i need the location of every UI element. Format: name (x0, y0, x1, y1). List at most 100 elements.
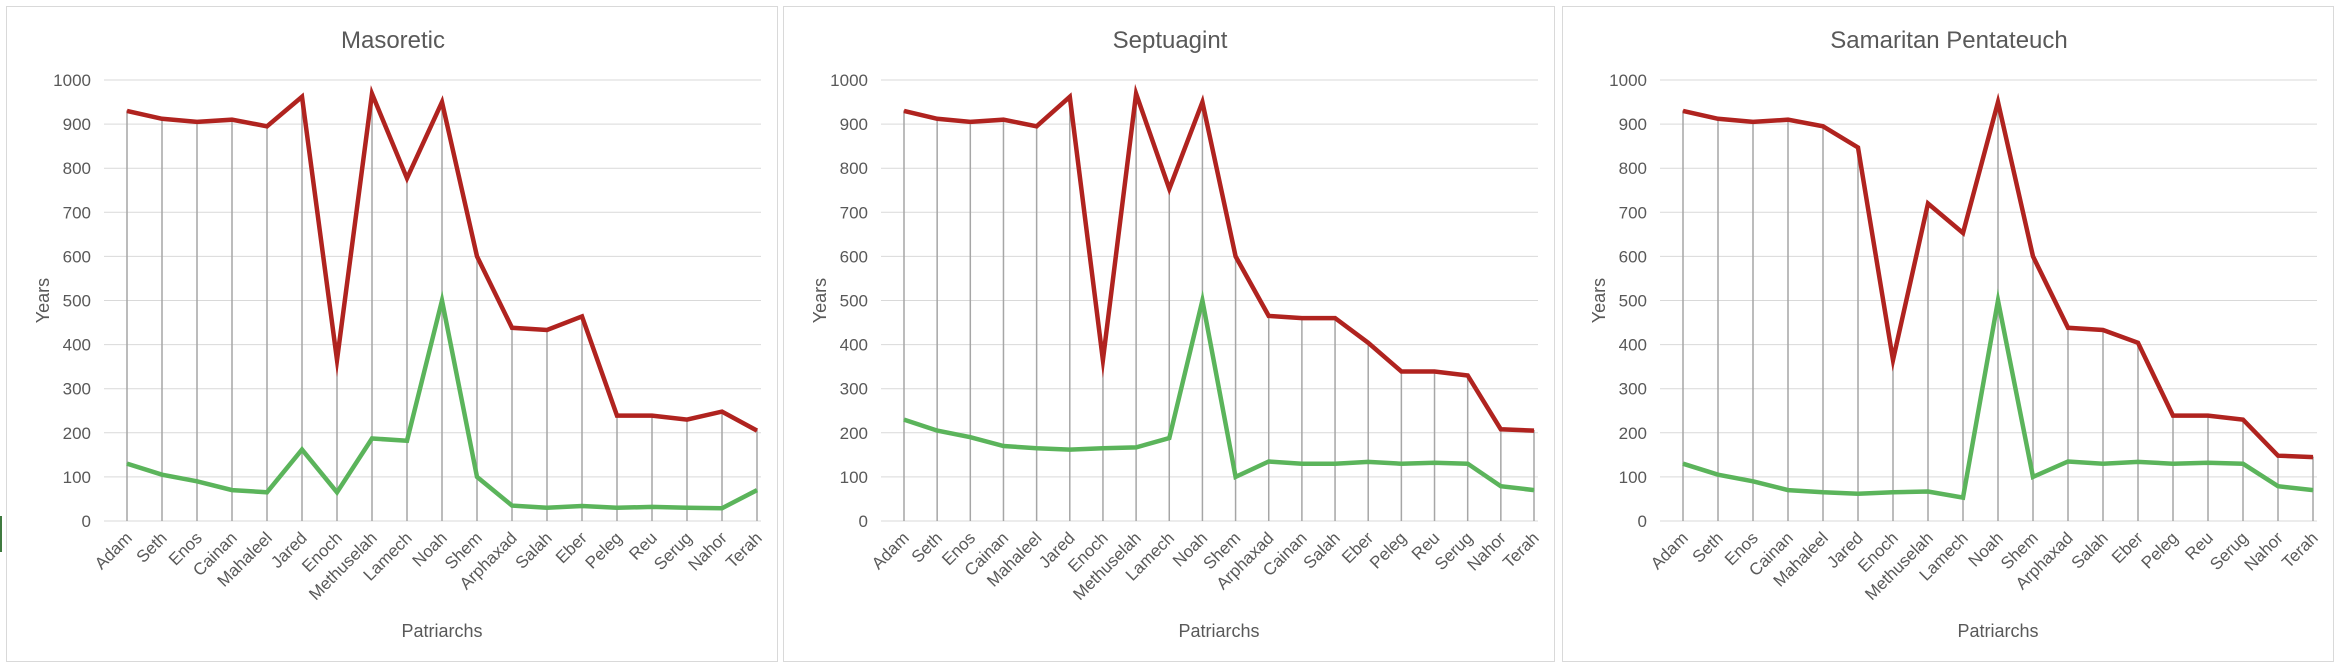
y-tick-label: 800 (840, 159, 868, 178)
data-point (2102, 463, 2104, 465)
chart-svg: Samaritan Pentateuch 0 100 200 300 400 500 600 7… (1589, 27, 2322, 641)
y-tick-label: 300 (840, 380, 868, 399)
data-point (2032, 255, 2034, 257)
y-tick-label: 900 (1619, 115, 1647, 134)
data-point (1334, 317, 1336, 319)
y-tick-label: 900 (840, 115, 868, 134)
y-tick-label: 700 (1619, 203, 1647, 222)
x-tick-label: Terah (1499, 528, 1543, 572)
data-point (1334, 463, 1336, 465)
data-point (721, 507, 723, 509)
data-point (1201, 101, 1203, 103)
data-point (1400, 463, 1402, 465)
x-tick-label: Adam (1647, 528, 1692, 573)
chart-title: Septuagint (1113, 27, 1228, 54)
data-point (2207, 462, 2209, 464)
data-point (2242, 463, 2244, 465)
data-point (756, 430, 758, 432)
data-point (476, 476, 478, 478)
data-point (1434, 462, 1436, 464)
data-point (1201, 300, 1203, 301)
x-tick-label: Terah (2278, 528, 2322, 572)
data-point (581, 505, 583, 507)
series-line-0 (903, 83, 1535, 433)
data-point (1168, 437, 1170, 439)
data-point (1892, 359, 1894, 361)
data-point (2032, 476, 2034, 478)
data-point (1682, 110, 1684, 112)
data-point (1367, 461, 1369, 463)
y-tick-label: 600 (63, 247, 91, 266)
edge-marker (0, 516, 2, 552)
data-point (546, 329, 548, 331)
x-tick-label: Salah (2068, 528, 2112, 572)
chart-samaritan-pentateuch: Samaritan Pentateuch 0 100 200 300 400 500 600 7… (1562, 6, 2334, 662)
data-point (1434, 371, 1436, 373)
y-tick-label: 800 (63, 159, 91, 178)
y-tick-label: 1000 (1609, 71, 1647, 90)
data-point (936, 430, 938, 432)
x-axis-label: Patriarchs (401, 621, 482, 641)
data-point (903, 419, 905, 421)
data-point (161, 474, 163, 476)
data-point (126, 463, 128, 465)
y-tick-label: 600 (840, 247, 868, 266)
data-point (336, 359, 338, 361)
x-tick-label: Nahor (1463, 528, 1509, 574)
data-point (301, 449, 303, 451)
data-point (1997, 300, 1999, 301)
data-point (1467, 374, 1469, 376)
data-point (441, 300, 443, 301)
y-tick-label: 600 (1619, 247, 1647, 266)
data-point (196, 480, 198, 482)
data-point (1102, 359, 1104, 361)
data-point (1301, 463, 1303, 465)
data-point (406, 440, 408, 442)
data-point (1857, 146, 1859, 148)
y-tick-label: 0 (82, 512, 91, 531)
x-tick-label: Salah (512, 528, 556, 572)
data-point (2137, 342, 2139, 344)
chart-svg: Septuagint 0 100 200 300 400 500 600 700 800 900 10… (810, 27, 1543, 641)
x-tick-label: Seth (908, 528, 946, 566)
x-tick-label: Serug (2206, 528, 2252, 574)
y-tick-label: 100 (840, 468, 868, 487)
data-point (301, 96, 303, 98)
data-point (336, 491, 338, 493)
data-point (1752, 480, 1754, 482)
series-line-1 (903, 289, 1535, 493)
y-tick-label: 400 (63, 336, 91, 355)
x-tick-label: Salah (1300, 528, 1344, 572)
x-tick-label: Serug (650, 528, 696, 574)
data-point (2207, 415, 2209, 417)
data-point (1069, 96, 1071, 98)
data-point (1500, 428, 1502, 430)
y-tick-label: 500 (1619, 292, 1647, 311)
data-point (2312, 489, 2314, 491)
data-point (1268, 315, 1270, 317)
data-point (2137, 461, 2139, 463)
data-point (2242, 419, 2244, 421)
y-tick-label: 200 (63, 424, 91, 443)
data-point (511, 327, 513, 329)
y-tick-label: 200 (1619, 424, 1647, 443)
x-tick-label: Peleg (582, 528, 626, 572)
data-point (1533, 430, 1535, 432)
data-point (1787, 119, 1789, 121)
x-axis-label: Patriarchs (1957, 621, 2038, 641)
data-point (546, 507, 548, 509)
data-point (1752, 121, 1754, 123)
data-point (1102, 447, 1104, 449)
data-point (476, 255, 478, 257)
y-axis-label: Years (33, 278, 53, 323)
data-point (1002, 119, 1004, 121)
data-point (686, 507, 688, 509)
data-point (371, 93, 373, 95)
chart-septuagint: Septuagint 0 100 200 300 400 500 600 700 800 900 10… (783, 6, 1555, 662)
data-point (1467, 463, 1469, 465)
data-point (266, 491, 268, 493)
data-point (2102, 329, 2104, 331)
data-point (1962, 497, 1964, 499)
y-axis-label: Years (1589, 278, 1609, 323)
data-point (616, 507, 618, 509)
